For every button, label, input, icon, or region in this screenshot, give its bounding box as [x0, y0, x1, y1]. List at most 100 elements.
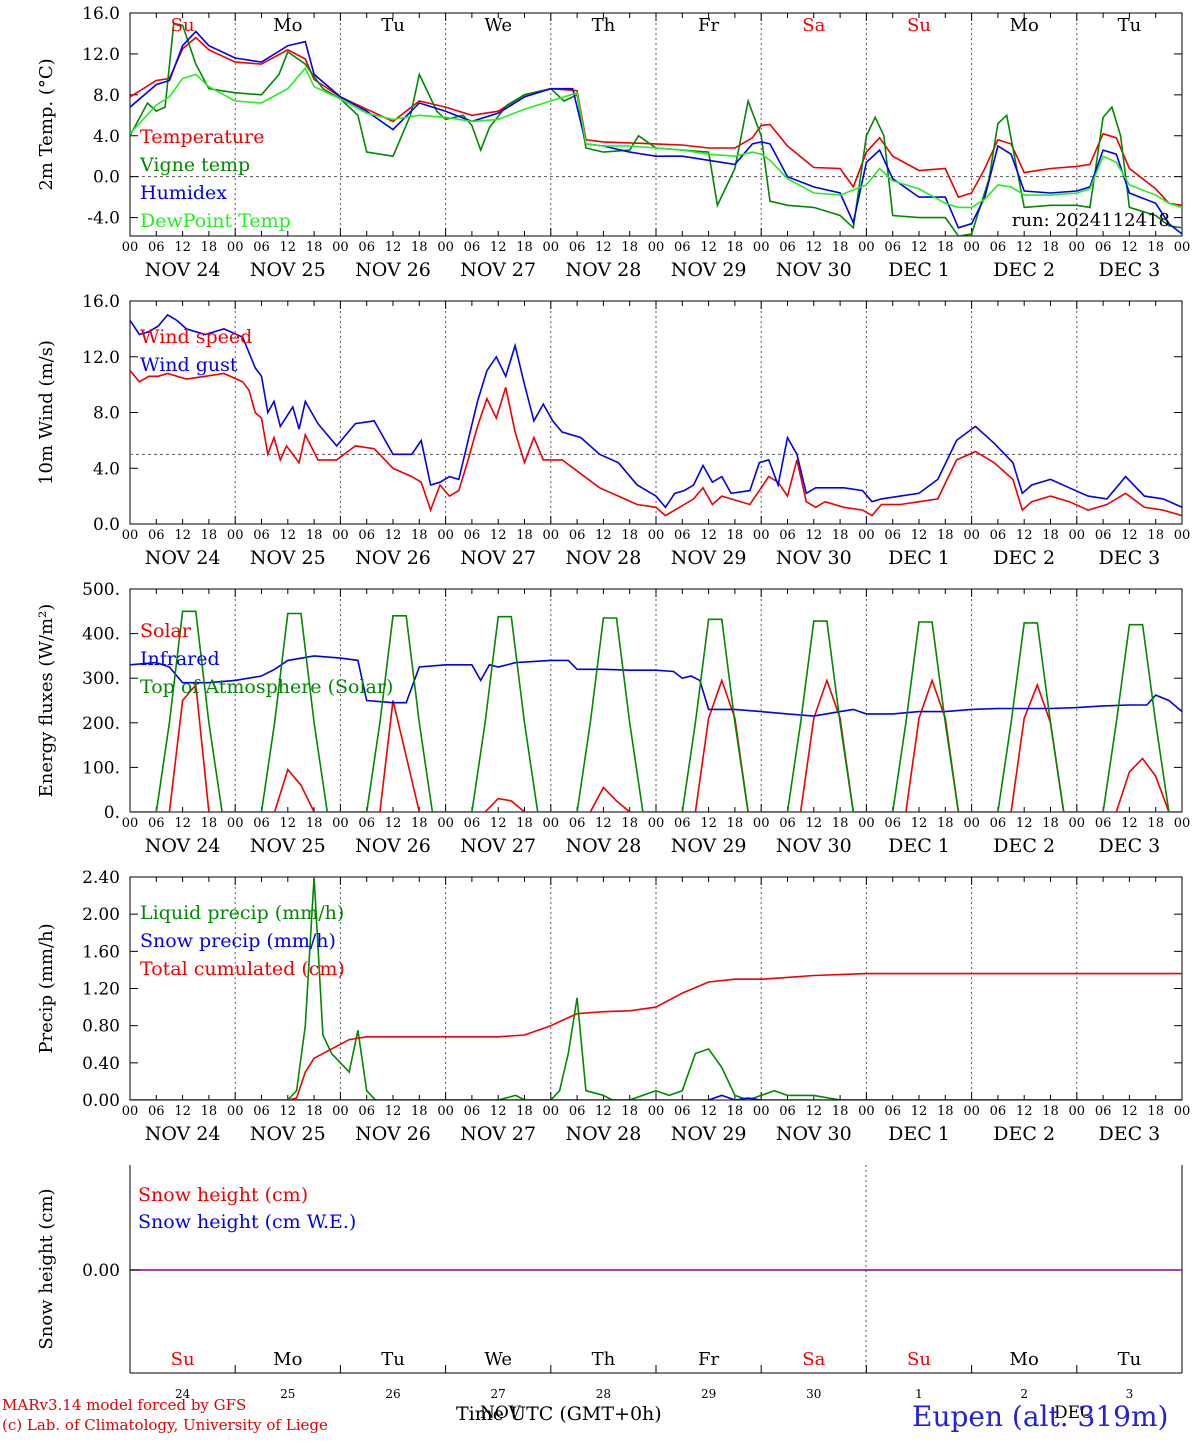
x-hour-label: 06 [884, 528, 901, 543]
y-tick-label: 0. [104, 803, 120, 823]
x-hour-label: 00 [963, 240, 980, 255]
x-hour-label: 12 [490, 816, 507, 831]
x-hour-label: 00 [753, 240, 770, 255]
x-hour-label: 18 [411, 528, 428, 543]
x-hour-label: 06 [148, 528, 165, 543]
x-hour-label: 06 [148, 240, 165, 255]
x-hour-label: 18 [727, 816, 744, 831]
x-hour-label: 00 [1069, 240, 1086, 255]
x-hour-label: 18 [1042, 1104, 1059, 1119]
x-hour-label: 06 [884, 816, 901, 831]
x-hour-label: 18 [516, 816, 533, 831]
x-hour-label: 06 [1095, 1104, 1112, 1119]
x-date-label: NOV 29 [671, 259, 747, 281]
x-hour-label: 00 [543, 240, 560, 255]
x-hour-label: 06 [253, 816, 270, 831]
y-tick-label: 2.40 [82, 868, 120, 888]
x-hour-label: 00 [437, 1104, 454, 1119]
day-number-label: 1 [915, 1387, 923, 1401]
y-axis-label: Precip (mm/h) [36, 923, 57, 1053]
x-hour-label: 12 [1121, 816, 1138, 831]
legend-entry: Vigne temp [139, 154, 250, 176]
x-hour-label: 00 [543, 816, 560, 831]
x-date-label: NOV 27 [460, 547, 536, 569]
x-hour-label: 00 [1174, 240, 1191, 255]
weekday-label: Mo [1010, 15, 1039, 36]
x-hour-label: 12 [595, 240, 612, 255]
y-tick-label: 16.0 [82, 292, 120, 312]
x-hour-label: 12 [595, 528, 612, 543]
x-hour-label: 12 [174, 528, 191, 543]
x-hour-label: 06 [569, 816, 586, 831]
weekday-label: Su [907, 1349, 931, 1370]
series-line-blue [130, 655, 1182, 717]
day-number-label: 25 [280, 1387, 295, 1401]
y-tick-label: 500. [82, 580, 120, 600]
x-hour-label: 06 [358, 528, 375, 543]
x-hour-label: 18 [1147, 816, 1164, 831]
x-date-label: NOV 28 [565, 835, 641, 857]
panel-wind [129, 300, 1183, 525]
x-date-label: NOV 30 [776, 259, 852, 281]
x-hour-label: 00 [227, 240, 244, 255]
x-date-label: NOV 30 [776, 1123, 852, 1145]
x-hour-label: 00 [858, 1104, 875, 1119]
x-hour-label: 18 [306, 240, 323, 255]
weekday-label: Su [171, 15, 195, 36]
x-hour-label: 06 [779, 240, 796, 255]
x-hour-label: 18 [621, 816, 638, 831]
x-hour-label: 12 [174, 1104, 191, 1119]
x-hour-label: 00 [963, 528, 980, 543]
x-hour-label: 18 [201, 528, 218, 543]
legend-entry: Solar [140, 620, 192, 642]
x-hour-label: 18 [1042, 816, 1059, 831]
y-tick-label: 8.0 [93, 86, 120, 106]
x-hour-label: 06 [884, 240, 901, 255]
legend-entry: DewPoint Temp [140, 210, 291, 232]
weekday-label: Th [592, 1349, 616, 1370]
day-number-label: 3 [1126, 1387, 1134, 1401]
x-hour-label: 12 [700, 816, 717, 831]
x-hour-label: 18 [832, 816, 849, 831]
x-hour-label: 18 [937, 1104, 954, 1119]
x-date-label: DEC 1 [888, 835, 950, 857]
weekday-label: We [484, 15, 512, 36]
x-date-label: NOV 26 [355, 1123, 431, 1145]
x-date-label: NOV 27 [460, 1123, 536, 1145]
x-hour-label: 12 [700, 528, 717, 543]
y-axis-label: Snow height (cm) [36, 1188, 57, 1349]
day-number-label: 26 [385, 1387, 400, 1401]
x-hour-label: 12 [806, 816, 823, 831]
x-hour-label: 12 [911, 528, 928, 543]
x-hour-label: 06 [779, 816, 796, 831]
x-hour-label: 18 [727, 1104, 744, 1119]
x-hour-label: 00 [122, 1104, 139, 1119]
x-hour-label: 18 [516, 1104, 533, 1119]
weekday-label: Fr [698, 1349, 719, 1370]
x-hour-label: 06 [358, 1104, 375, 1119]
x-hour-label: 00 [1069, 528, 1086, 543]
x-hour-label: 12 [595, 1104, 612, 1119]
x-hour-label: 00 [332, 240, 349, 255]
y-tick-label: 300. [82, 669, 120, 689]
y-tick-label: 0.00 [82, 1091, 120, 1111]
x-date-label: NOV 29 [671, 547, 747, 569]
y-tick-label: 2.00 [82, 905, 120, 925]
x-hour-label: 00 [648, 816, 665, 831]
x-hour-label: 00 [227, 816, 244, 831]
weekday-label: Tu [381, 1349, 405, 1370]
x-hour-label: 12 [385, 816, 402, 831]
x-hour-label: 12 [490, 240, 507, 255]
x-hour-label: 12 [280, 1104, 297, 1119]
series-line-darkgreen [130, 22, 1182, 236]
y-tick-label: 100. [82, 758, 120, 778]
x-hour-label: 18 [1147, 528, 1164, 543]
x-hour-label: 06 [358, 816, 375, 831]
x-hour-label: 12 [1016, 528, 1033, 543]
x-hour-label: 00 [1174, 1104, 1191, 1119]
x-hour-label: 12 [911, 240, 928, 255]
y-axis-label: Energy fluxes (W/m²) [36, 604, 57, 798]
x-hour-label: 06 [358, 240, 375, 255]
